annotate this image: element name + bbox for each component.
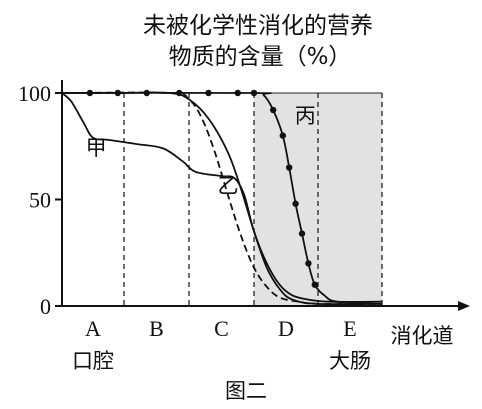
region-organ: 大肠 — [329, 349, 371, 373]
chart-title-line1: 未被化学性消化的营养 — [143, 13, 373, 39]
y-ticks: 0 50 100 — [18, 81, 62, 319]
series-marker — [250, 89, 258, 97]
region-labels: A 口腔 B C D E 大肠 — [72, 316, 371, 373]
series-markers — [86, 89, 318, 288]
series-label: 甲 — [86, 136, 107, 160]
x-axis-arrow — [458, 301, 470, 311]
curves — [61, 91, 383, 306]
region-organ: 口腔 — [72, 349, 114, 373]
series-line-2 — [61, 91, 383, 305]
series-line-3 — [61, 91, 383, 305]
series-marker — [234, 89, 241, 97]
y-tick-label: 100 — [18, 81, 51, 106]
x-axis-label: 消化道 — [391, 324, 454, 348]
region-letter: B — [149, 316, 164, 341]
series-marker — [298, 230, 306, 237]
series-marker — [205, 89, 212, 97]
region-letter: A — [85, 316, 101, 341]
shaded-region — [254, 93, 382, 306]
series-label: 乙 — [218, 174, 239, 198]
series-marker — [86, 89, 94, 97]
y-tick-label: 50 — [29, 188, 51, 213]
series-marker — [279, 132, 286, 139]
series-marker — [143, 89, 150, 97]
series-marker — [176, 89, 183, 97]
series-marker — [114, 89, 122, 97]
region-letter: D — [278, 316, 294, 341]
figure-caption: 图二 — [225, 379, 267, 403]
series-marker — [292, 200, 299, 207]
series-marker — [311, 281, 318, 288]
y-tick-label: 0 — [40, 294, 51, 319]
series-marker — [270, 106, 277, 114]
series-labels: 甲乙 丙 — [86, 104, 316, 198]
series-marker — [286, 164, 293, 171]
series-marker — [305, 260, 312, 267]
region-letter: C — [214, 316, 229, 341]
series-label: 丙 — [295, 104, 316, 128]
chart-title-line2: 物质的含量（%） — [169, 44, 352, 70]
region-letter: E — [343, 316, 356, 341]
